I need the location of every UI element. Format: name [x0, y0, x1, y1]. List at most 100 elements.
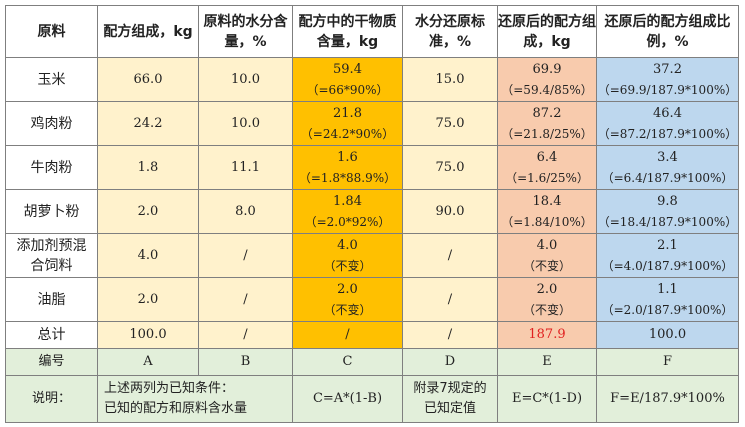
- cell-b: 8.0: [198, 189, 293, 234]
- value: 2.1: [657, 237, 678, 253]
- total-row: 总计 100.0 / / / 187.9 100.0: [5, 321, 739, 349]
- value: 1.6: [337, 149, 358, 165]
- table-row: 玉米 66.0 10.0 59.4 （=66*90%） 15.0 69.9 （=59…: [5, 57, 739, 102]
- cell-a: 2.0: [97, 277, 199, 322]
- cell-f: 2.1 （=4.0/187.9*100%）: [596, 233, 739, 278]
- cell-a: 1.8: [97, 145, 199, 190]
- formula-note: （=24.2*90%）: [300, 126, 395, 141]
- formula-note: （=66*90%）: [306, 82, 389, 97]
- value: 1.1: [657, 281, 678, 297]
- cell-b: /: [198, 233, 293, 278]
- code-d: D: [402, 348, 498, 376]
- cell-f: 46.4 （=87.2/187.9*100%）: [596, 101, 739, 146]
- cell-a: 4.0: [97, 233, 199, 278]
- table-row: 添加剂预混合饲料 4.0 / 4.0 （不变） / 4.0 （不变） 2.1 （=4.…: [5, 233, 739, 278]
- notes-f: F=E/187.9*100%: [596, 375, 739, 423]
- table-row: 油脂 2.0 / 2.0 （不变） / 2.0 （不变） 1.1 （=2.0/187.…: [5, 277, 739, 322]
- formula-note: （=21.8/25%）: [501, 126, 593, 141]
- notes-ab: 上述两列为已知条件： 已知的配方和原料含水量: [97, 375, 293, 423]
- cell-b: 11.1: [198, 145, 293, 190]
- cell-b: /: [198, 277, 293, 322]
- cell-c: 2.0 （不变）: [292, 277, 403, 322]
- value: 9.8: [657, 193, 678, 209]
- value: 87.2: [532, 105, 562, 121]
- formula-note: （=1.6/25%）: [505, 170, 589, 185]
- notes-label: 说明：: [5, 375, 98, 423]
- formula-restoration-table: 原料 配方组成，kg 原料的水分含量，% 配方中的干物质含量，kg 水分还原标准…: [5, 5, 739, 423]
- notes-c: C=A*(1-B): [292, 375, 403, 423]
- cell-b: 10.0: [198, 101, 293, 146]
- code-label: 编号: [5, 348, 98, 376]
- formula-note: （=59.4/85%）: [501, 82, 593, 97]
- total-f: 100.0: [596, 321, 739, 349]
- value: 3.4: [657, 149, 678, 165]
- cell-f: 1.1 （=2.0/187.9*100%）: [596, 277, 739, 322]
- value: 46.4: [653, 105, 682, 121]
- cell-e: 2.0 （不变）: [497, 277, 597, 322]
- value: 37.2: [653, 61, 682, 77]
- formula-note: （=2.0/187.9*100%）: [601, 302, 734, 317]
- cell-e: 87.2 （=21.8/25%）: [497, 101, 597, 146]
- value: 69.9: [532, 61, 562, 77]
- notes-ab-line2: 已知的配方和原料含水量: [104, 401, 248, 416]
- table-row: 鸡肉粉 24.2 10.0 21.8 （=24.2*90%） 75.0 87.2 （…: [5, 101, 739, 146]
- cell-e: 69.9 （=59.4/85%）: [497, 57, 597, 102]
- total-c: /: [292, 321, 403, 349]
- cell-f: 9.8 （=18.4/187.9*100%）: [596, 189, 739, 234]
- ingredient-name: 添加剂预混合饲料: [5, 233, 98, 278]
- cell-a: 2.0: [97, 189, 199, 234]
- value: 2.0: [337, 281, 358, 297]
- header-dry-matter-kg: 配方中的干物质含量，kg: [292, 5, 403, 58]
- code-f: F: [596, 348, 739, 376]
- notes-d: 附录7规定的 已知定值: [402, 375, 498, 423]
- cell-c: 21.8 （=24.2*90%）: [292, 101, 403, 146]
- total-e: 187.9: [497, 321, 597, 349]
- formula-note: （=1.84/10%）: [501, 214, 593, 229]
- ingredient-name: 玉米: [5, 57, 98, 102]
- code-row: 编号 A B C D E F: [5, 348, 739, 376]
- value: 4.0: [337, 237, 358, 253]
- code-c: C: [292, 348, 403, 376]
- formula-note: （=69.9/187.9*100%）: [597, 82, 738, 97]
- cell-c: 59.4 （=66*90%）: [292, 57, 403, 102]
- cell-a: 66.0: [97, 57, 199, 102]
- value: 59.4: [333, 61, 362, 77]
- table-row: 胡萝卜粉 2.0 8.0 1.84 （=2.0*92%） 90.0 18.4 （=1…: [5, 189, 739, 234]
- cell-d: /: [402, 233, 498, 278]
- formula-note: （=18.4/187.9*100%）: [597, 214, 738, 229]
- ingredient-name: 胡萝卜粉: [5, 189, 98, 234]
- notes-d-line1: 附录7规定的: [413, 381, 487, 396]
- total-a: 100.0: [97, 321, 199, 349]
- total-label: 总计: [5, 321, 98, 349]
- value: 1.84: [333, 193, 362, 209]
- notes-row: 说明： 上述两列为已知条件： 已知的配方和原料含水量 C=A*(1-B) 附录7规…: [5, 375, 739, 423]
- ingredient-name: 鸡肉粉: [5, 101, 98, 146]
- value: 6.4: [536, 149, 558, 165]
- header-restored-pct: 还原后的配方组成比例，%: [596, 5, 739, 58]
- formula-note: （=2.0*92%）: [304, 214, 391, 229]
- formula-note: （不变）: [323, 258, 372, 273]
- header-restored-kg: 还原后的配方组成，kg: [497, 5, 597, 58]
- cell-f: 3.4 （=6.4/187.9*100%）: [596, 145, 739, 190]
- header-moisture-pct: 原料的水分含量，%: [198, 5, 293, 58]
- cell-a: 24.2: [97, 101, 199, 146]
- total-d: /: [402, 321, 498, 349]
- cell-c: 4.0 （不变）: [292, 233, 403, 278]
- code-e: E: [497, 348, 597, 376]
- cell-d: /: [402, 277, 498, 322]
- ingredient-name: 牛肉粉: [5, 145, 98, 190]
- ingredient-name: 油脂: [5, 277, 98, 322]
- cell-e: 4.0 （不变）: [497, 233, 597, 278]
- notes-ab-line1: 上述两列为已知条件：: [104, 381, 235, 396]
- cell-f: 37.2 （=69.9/187.9*100%）: [596, 57, 739, 102]
- formula-note: （不变）: [522, 302, 571, 317]
- header-restore-standard: 水分还原标准，%: [402, 5, 498, 58]
- header-ingredient: 原料: [5, 5, 98, 58]
- formula-note: （=6.4/187.9*100%）: [601, 170, 734, 185]
- cell-d: 75.0: [402, 145, 498, 190]
- code-a: A: [97, 348, 199, 376]
- table-row: 牛肉粉 1.8 11.1 1.6 （=1.8*88.9%） 75.0 6.4 （=1…: [5, 145, 739, 190]
- cell-d: 90.0: [402, 189, 498, 234]
- cell-d: 75.0: [402, 101, 498, 146]
- notes-d-line2: 已知定值: [423, 401, 476, 416]
